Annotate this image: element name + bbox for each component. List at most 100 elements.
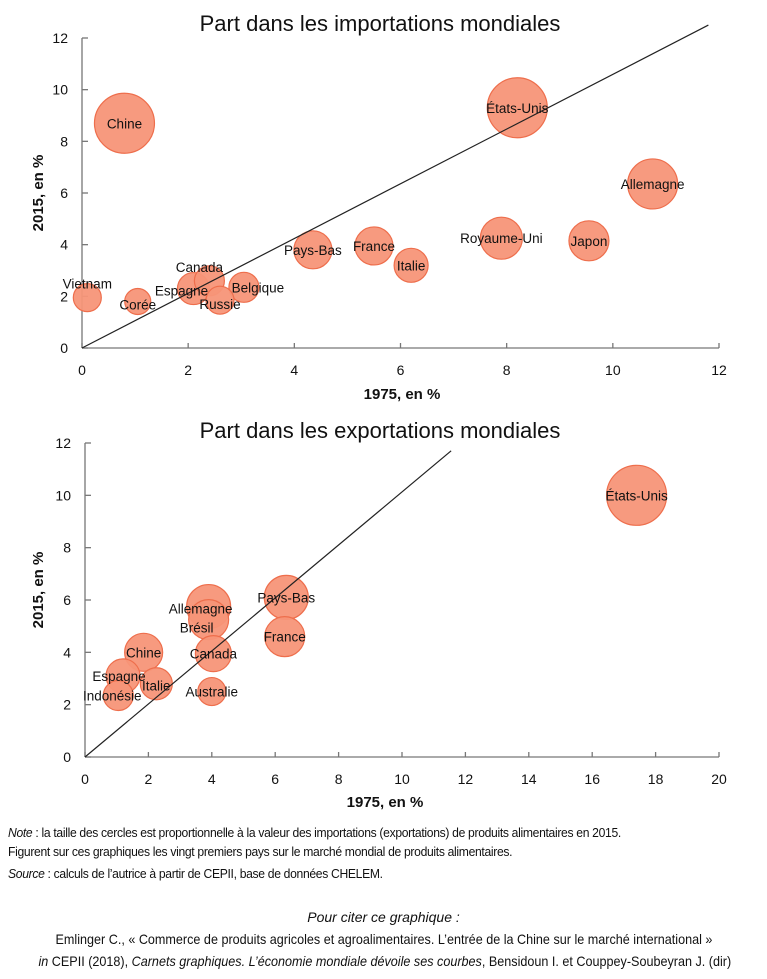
imports-y-tick-label: 6 [60,185,68,201]
exports-x-tick-label: 4 [208,771,216,787]
bubble-label: Chine [126,645,161,660]
imports-x-tick-label: 0 [78,362,86,378]
exports-y-tick-label: 0 [63,749,71,765]
bubble-pays-bas [293,230,333,270]
imports-x-tick-label: 2 [184,362,192,378]
exports-y-tick-label: 2 [63,697,71,713]
exports-x-tick-label: 10 [394,771,410,787]
bubble-allemagne [627,158,679,210]
imports-y-tick-label: 8 [60,133,68,149]
bubble--tats-unis [605,464,668,526]
bubble-japon [568,220,610,262]
citation-line-1-text: Emlinger C., « Commerce de produits agri… [55,931,712,947]
imports-y-tick-label: 4 [60,237,68,253]
imports-x-tick-label: 6 [397,362,405,378]
exports-x-tick-label: 8 [335,771,343,787]
imports-chart: Part dans les importations mondiales 201… [30,11,727,403]
source-line: Source : calculs de l’autrice à partir d… [8,864,707,883]
imports-x-tick-label: 12 [711,362,727,378]
bubble-label: Corée [119,298,156,313]
exports-x-tick-label: 6 [271,771,279,787]
imports-chart-title: Part dans les importations mondiales [200,11,561,36]
bubble-cor-e [124,287,152,316]
imports-bubbles [72,77,679,316]
bubble-label: États-Unis [486,101,549,116]
bubble-charts: Part dans les importations mondiales 201… [30,11,727,811]
exports-chart-title: Part dans les exportations mondiales [200,418,561,443]
bubble-label: Espagne [92,669,145,684]
bubble-label: Italie [397,258,426,273]
imports-y-tick-label: 12 [52,30,68,46]
exports-y-tick-label: 4 [63,644,71,660]
bubble-vietnam [72,283,102,313]
imports-x-axis-label: 1975, en % [364,386,441,403]
exports-y-tick-label: 6 [63,592,71,608]
citation-part-a: CEPII (2018), [48,953,132,969]
note-line-2: Figurent sur ces graphiques les vingt pr… [8,844,513,859]
bubble-royaume-uni [479,216,523,260]
exports-x-tick-label: 0 [81,771,89,787]
bubble-label: Russie [199,297,240,312]
imports-x-tick-label: 8 [503,362,511,378]
bubble-label: Japon [571,234,608,249]
citation-heading: Pour citer ce graphique : [0,906,767,928]
exports-x-axis-label: 1975, en % [347,794,424,811]
bubble-label: Vietnam [63,277,112,292]
citation-part-b: , Bensidoun I. et Couppey-Soubeyran J. (… [481,953,732,969]
exports-y-tick-label: 12 [55,435,71,451]
imports-reference-line [81,24,709,349]
bubble-label: États-Unis [605,488,668,503]
bubble-australie [197,676,227,707]
bubble-label: Royaume-Uni [460,231,543,246]
bubble-russie [205,285,235,315]
bubble-chine [93,92,156,154]
bubble-label: Pays-Bas [257,590,315,605]
bubble-indon-sie [102,679,134,712]
bubble-label: Indonésie [83,689,142,704]
bubble-italie [393,247,429,283]
note-text: : la taille des cercles est proportionne… [32,825,621,840]
exports-y-axis-label: 2015, en % [30,552,47,629]
citation-line-1: Emlinger C., « Commerce de produits agri… [0,928,767,950]
source-label: Source [8,866,45,881]
bubble-label: Brésil [180,621,214,636]
imports-y-tick-label: 2 [60,288,68,304]
note-label: Note [8,825,33,840]
bubble-label: Chine [107,116,142,131]
exports-y-tick-label: 10 [55,487,71,503]
notes-block: Note : la taille des cercles est proport… [8,823,707,883]
citation-book-title: Carnets graphiques. L’économie mondiale … [131,953,482,969]
bubble-label: Canada [176,260,224,275]
bubble-label: Espagne [155,284,208,299]
bubble-label: Allemagne [621,177,685,192]
exports-x-tick-label: 14 [521,771,537,787]
bubble-label: France [264,630,306,645]
exports-chart: Part dans les exportations mondiales 201… [30,418,727,811]
exports-x-tick-label: 18 [648,771,664,787]
citation-line-2: in CEPII (2018), Carnets graphiques. L’é… [0,950,767,972]
citation-heading-text: Pour citer ce graphique : [307,909,460,925]
exports-x-tick-label: 20 [711,771,727,787]
exports-bubbles [102,464,668,712]
exports-reference-line [84,450,452,758]
bubble-canada [194,635,232,673]
bubble-label: Pays-Bas [284,243,342,258]
bubble-label: Allemagne [169,602,233,617]
bubble-label: Australie [186,685,239,700]
bubble-label: Belgique [232,280,285,295]
imports-y-tick-label: 10 [52,82,68,98]
citation-in: in [38,953,49,969]
exports-x-tick-label: 16 [584,771,600,787]
citation-block: Pour citer ce graphique : Emlinger C., «… [0,906,767,972]
bubble-label: Italie [142,679,171,694]
bubble-france [264,616,306,658]
exports-x-tick-label: 12 [458,771,474,787]
note-line-1: Note : la taille des cercles est proport… [8,823,707,842]
imports-x-tick-label: 4 [290,362,298,378]
bubble-label: Canada [190,647,238,662]
exports-x-tick-label: 2 [145,771,153,787]
imports-y-tick-label: 0 [60,340,68,356]
bubble-label: France [353,239,395,254]
imports-y-axis-label: 2015, en % [30,155,47,232]
bubble-france [354,226,394,266]
